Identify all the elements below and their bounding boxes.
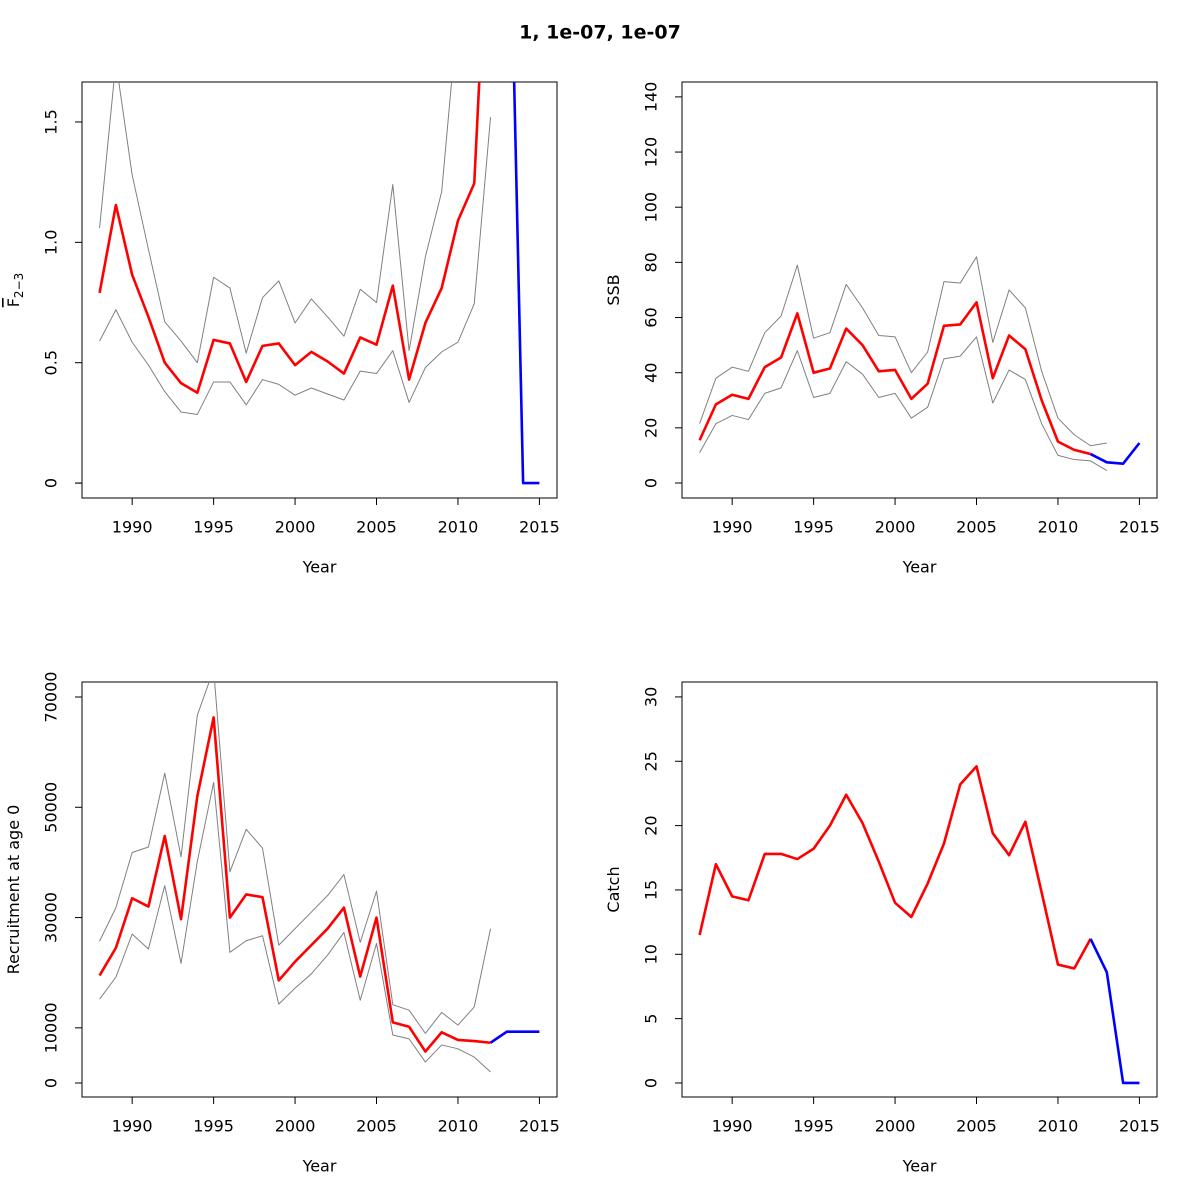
y-tick-label: 50000 (42, 782, 61, 833)
y-tick-label: 40 (642, 363, 661, 383)
y-tick-label: 25 (642, 751, 661, 771)
lines (698, 256, 1141, 472)
y-axis-label-main: Catch (604, 866, 623, 912)
y-tick-label: 20 (642, 418, 661, 438)
y-axis-label-main: SSB (604, 274, 623, 305)
x-tick-label: 2015 (519, 518, 560, 537)
y-axis-label: F2−3 (4, 273, 26, 308)
y-tick-label: 70000 (42, 672, 61, 723)
series-line (99, 781, 491, 1073)
lines (98, 682, 540, 1073)
x-tick-label: 1995 (793, 518, 834, 537)
x-tick-label: 1995 (793, 1117, 834, 1136)
y-tick-label: 0 (42, 478, 61, 488)
y-tick-label: 100 (642, 192, 661, 223)
x-tick-label: 1990 (712, 518, 753, 537)
series-line (512, 82, 540, 485)
x-axis-label: Year (902, 558, 937, 577)
y-axis-label: Recruitment at age 0 (4, 805, 23, 975)
plot-box (81, 81, 558, 499)
y-tick-label: 1.5 (42, 109, 61, 134)
lines (98, 82, 540, 485)
x-tick-label: 2005 (956, 518, 997, 537)
plot-box (681, 81, 1158, 499)
x-axis-label: Year (302, 1157, 337, 1176)
x-tick-label: 2000 (875, 518, 916, 537)
panel: 1990 1995 2000 2005 2010 2015 0 10000 30000 50000… (4, 672, 560, 1176)
y-tick-label: 10 (642, 944, 661, 964)
y-tick-label: 1.0 (42, 230, 61, 255)
x-tick-label: 2010 (1038, 518, 1079, 537)
figure-title: 1, 1e-07, 1e-07 (519, 22, 681, 44)
series-line (489, 1030, 540, 1044)
y-tick-label: 30000 (42, 892, 61, 943)
y-tick-label: 80 (642, 252, 661, 272)
x-tick-label: 1990 (112, 1117, 153, 1136)
lines (698, 765, 1140, 1085)
series-line (699, 256, 1107, 447)
y-tick-label: 30 (642, 687, 661, 707)
y-axis-label-main: F (4, 298, 23, 307)
y-tick-label: 140 (642, 82, 661, 113)
series-line (98, 716, 491, 1053)
x-tick-label: 2005 (956, 1117, 997, 1136)
series-line (98, 82, 481, 395)
y-axis-label-subscript: 2−3 (12, 273, 26, 298)
y-tick-label: 60 (642, 307, 661, 327)
series-line (99, 82, 453, 364)
series-line (698, 301, 1091, 456)
series-line (99, 117, 492, 415)
y-tick-label: 0 (642, 1078, 661, 1088)
y-tick-label: 0.5 (42, 350, 61, 375)
x-tick-label: 2015 (1119, 1117, 1160, 1136)
x-tick-label: 2000 (275, 518, 316, 537)
y-tick-label: 5 (642, 1014, 661, 1024)
x-tick-label: 2010 (1038, 1117, 1079, 1136)
y-axis-label-main: Recruitment at age 0 (4, 805, 23, 975)
x-tick-label: 2005 (356, 518, 397, 537)
x-tick-label: 1990 (112, 518, 153, 537)
panel: 1990 1995 2000 2005 2010 2015 0 5 10 15 20 25 30 Year… (604, 681, 1160, 1176)
series-line (99, 682, 492, 1034)
panel: 19901995200020052010201500.51.01.50.0Yea… (4, 81, 560, 577)
x-tick-label: 2010 (438, 1117, 479, 1136)
x-tick-label: 1995 (193, 1117, 234, 1136)
series-line (699, 336, 1108, 472)
x-tick-label: 2000 (875, 1117, 916, 1136)
x-tick-label: 1990 (712, 1117, 753, 1136)
x-axis-label: Year (902, 1157, 937, 1176)
y-tick-label: 120 (642, 137, 661, 168)
y-tick-label: 15 (642, 880, 661, 900)
series-line (1089, 442, 1141, 465)
series-line (698, 765, 1092, 970)
x-tick-label: 2015 (519, 1117, 560, 1136)
series-line (1089, 938, 1140, 1085)
y-tick-label: 20 (642, 815, 661, 835)
y-tick-label: 10000 (42, 1002, 61, 1053)
x-tick-label: 1995 (193, 518, 234, 537)
y-tick-label: 0 (42, 1078, 61, 1088)
y-tick-label: 0 (642, 478, 661, 488)
y-axis-label: Catch (604, 866, 623, 912)
x-tick-label: 2000 (275, 1117, 316, 1136)
y-axis-label: SSB (604, 274, 623, 305)
x-tick-label: 2015 (1119, 518, 1160, 537)
panel: 1990 1995 2000 2005 2010 2015 0 20 40 60 80 100 120 1… (604, 81, 1160, 577)
x-tick-label: 2005 (356, 1117, 397, 1136)
x-axis-label: Year (302, 558, 337, 577)
x-tick-label: 2010 (438, 518, 479, 537)
